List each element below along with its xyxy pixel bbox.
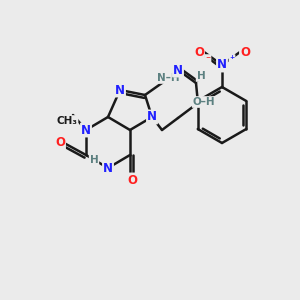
- Text: N: N: [217, 58, 227, 71]
- Text: O: O: [55, 136, 65, 149]
- Text: N: N: [147, 110, 157, 124]
- Text: N: N: [103, 161, 113, 175]
- Text: O: O: [127, 173, 137, 187]
- Text: N: N: [115, 83, 125, 97]
- Text: CH₃: CH₃: [56, 116, 77, 126]
- Text: ⁺: ⁺: [230, 55, 235, 65]
- Text: H: H: [90, 155, 98, 165]
- Text: O–H: O–H: [193, 97, 215, 107]
- Text: N: N: [173, 64, 183, 76]
- Text: ⁻: ⁻: [206, 55, 211, 65]
- Text: O: O: [194, 46, 204, 59]
- Text: N–H: N–H: [157, 73, 179, 83]
- Text: O: O: [240, 46, 250, 59]
- Text: N: N: [81, 124, 91, 136]
- Text: H: H: [196, 71, 206, 81]
